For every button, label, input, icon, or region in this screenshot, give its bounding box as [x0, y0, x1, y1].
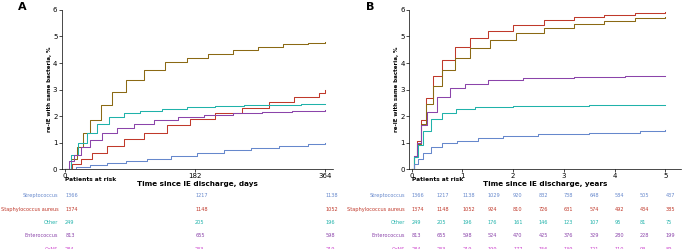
Text: 505: 505 [640, 193, 650, 198]
Text: 813: 813 [65, 233, 75, 238]
Text: 146: 146 [538, 220, 548, 225]
Text: CoNS: CoNS [391, 247, 405, 249]
Text: 1138: 1138 [462, 193, 475, 198]
Text: 738: 738 [564, 193, 573, 198]
Text: Streptococcus: Streptococcus [369, 193, 405, 198]
Text: 249: 249 [65, 220, 75, 225]
Text: 1138: 1138 [325, 193, 338, 198]
Text: CoNS: CoNS [45, 247, 58, 249]
Text: Patients at risk: Patients at risk [65, 177, 116, 182]
Text: 176: 176 [488, 220, 497, 225]
Text: Streptococcus: Streptococcus [23, 193, 58, 198]
Text: 280: 280 [615, 233, 624, 238]
Text: 434: 434 [640, 207, 649, 212]
Text: 177: 177 [513, 247, 523, 249]
Text: 123: 123 [564, 220, 573, 225]
Text: 89: 89 [666, 247, 672, 249]
X-axis label: Time since IE discharge, days: Time since IE discharge, days [137, 181, 258, 187]
Text: 492: 492 [615, 207, 624, 212]
Text: 1217: 1217 [195, 193, 208, 198]
Text: 1217: 1217 [437, 193, 449, 198]
Text: 107: 107 [589, 220, 598, 225]
Text: 219: 219 [462, 247, 472, 249]
Text: 121: 121 [589, 247, 598, 249]
Text: 920: 920 [513, 193, 523, 198]
Text: 655: 655 [195, 233, 205, 238]
Text: Patients at risk: Patients at risk [412, 177, 463, 182]
Y-axis label: re-IE with same bacteria, %: re-IE with same bacteria, % [47, 47, 51, 132]
Text: 199: 199 [488, 247, 497, 249]
Text: 648: 648 [589, 193, 599, 198]
Text: 574: 574 [589, 207, 598, 212]
Text: 598: 598 [462, 233, 472, 238]
Text: 832: 832 [538, 193, 548, 198]
Text: 655: 655 [437, 233, 447, 238]
Text: 598: 598 [325, 233, 335, 238]
Text: Enterococcus: Enterococcus [371, 233, 405, 238]
Text: 584: 584 [615, 193, 624, 198]
Text: 205: 205 [195, 220, 205, 225]
X-axis label: Time since IE discharge, years: Time since IE discharge, years [483, 181, 607, 187]
Text: 196: 196 [325, 220, 335, 225]
Text: 196: 196 [462, 220, 472, 225]
Text: 437: 437 [666, 193, 674, 198]
Y-axis label: re-IE with same bacteria, %: re-IE with same bacteria, % [394, 47, 399, 132]
Text: 139: 139 [564, 247, 573, 249]
Text: 813: 813 [412, 233, 421, 238]
Text: 219: 219 [325, 247, 334, 249]
Text: 810: 810 [513, 207, 523, 212]
Text: 385: 385 [666, 207, 675, 212]
Text: 1366: 1366 [65, 193, 78, 198]
Text: 156: 156 [538, 247, 548, 249]
Text: 1148: 1148 [195, 207, 208, 212]
Text: 81: 81 [640, 220, 646, 225]
Text: 1148: 1148 [437, 207, 449, 212]
Text: Other: Other [391, 220, 405, 225]
Text: Other: Other [44, 220, 58, 225]
Text: 329: 329 [589, 233, 598, 238]
Text: 110: 110 [615, 247, 624, 249]
Text: Staphylococcus aureus: Staphylococcus aureus [347, 207, 405, 212]
Text: 1374: 1374 [65, 207, 77, 212]
Text: 284: 284 [65, 247, 75, 249]
Text: 228: 228 [640, 233, 650, 238]
Text: 376: 376 [564, 233, 573, 238]
Text: 249: 249 [412, 220, 421, 225]
Text: 631: 631 [564, 207, 573, 212]
Text: Staphylococcus aureus: Staphylococcus aureus [1, 207, 58, 212]
Text: 1029: 1029 [488, 193, 501, 198]
Text: 1052: 1052 [325, 207, 338, 212]
Text: 470: 470 [513, 233, 523, 238]
Text: Enterococcus: Enterococcus [25, 233, 58, 238]
Text: 1366: 1366 [412, 193, 424, 198]
Text: 1052: 1052 [462, 207, 475, 212]
Text: 233: 233 [437, 247, 447, 249]
Text: B: B [366, 2, 374, 12]
Text: 205: 205 [437, 220, 447, 225]
Text: 524: 524 [488, 233, 497, 238]
Text: 93: 93 [640, 247, 646, 249]
Text: 75: 75 [666, 220, 672, 225]
Text: A: A [18, 2, 27, 12]
Text: 425: 425 [538, 233, 548, 238]
Text: 233: 233 [195, 247, 205, 249]
Text: 284: 284 [412, 247, 421, 249]
Text: 199: 199 [666, 233, 675, 238]
Text: 1374: 1374 [412, 207, 424, 212]
Text: 95: 95 [615, 220, 621, 225]
Text: 161: 161 [513, 220, 523, 225]
Text: 924: 924 [488, 207, 497, 212]
Text: 726: 726 [538, 207, 548, 212]
